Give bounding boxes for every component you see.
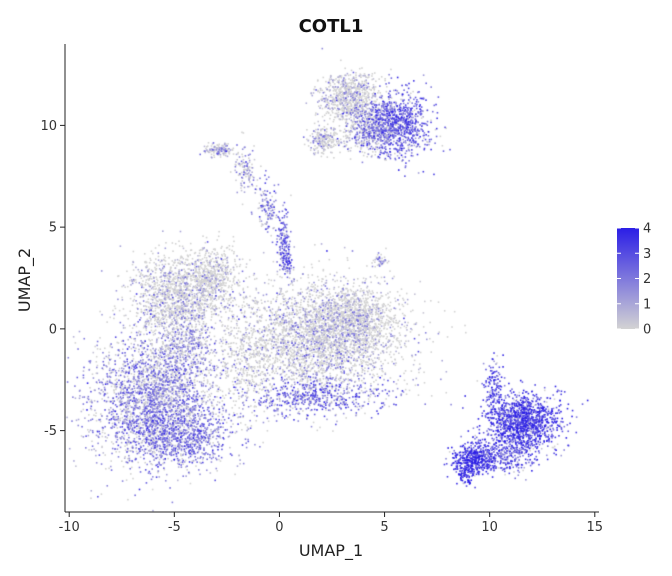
colorbar-tick-label: 0 bbox=[643, 323, 651, 338]
y-tick-label: 10 bbox=[40, 119, 57, 134]
colorbar-tick-label: 4 bbox=[643, 222, 651, 237]
y-axis-title: UMAP_2 bbox=[15, 248, 35, 312]
colorbar-gradient bbox=[617, 228, 639, 329]
x-tick-label: -10 bbox=[59, 520, 80, 535]
scatter-points bbox=[65, 44, 599, 512]
colorbar-tick-label: 3 bbox=[643, 247, 651, 262]
scatter-canvas-container bbox=[65, 44, 599, 512]
colorbar-tick-label: 1 bbox=[643, 297, 651, 312]
y-tick-label: 0 bbox=[49, 322, 57, 337]
x-tick-label: 0 bbox=[275, 520, 283, 535]
x-tick-label: 15 bbox=[587, 520, 604, 535]
x-tick-label: -5 bbox=[168, 520, 181, 535]
x-axis-ticks: -10 -5 0 5 10 15 bbox=[59, 512, 603, 535]
x-tick-label: 5 bbox=[380, 520, 388, 535]
y-tick-label: -5 bbox=[44, 424, 57, 439]
colorbar-ticks: 0 1 2 3 4 bbox=[617, 222, 651, 338]
scatter-canvas bbox=[65, 44, 599, 512]
x-axis-title: UMAP_1 bbox=[299, 541, 363, 561]
x-tick-label: 10 bbox=[481, 520, 498, 535]
colorbar-legend: 0 1 2 3 4 bbox=[617, 222, 651, 338]
colorbar-tick-label: 2 bbox=[643, 272, 651, 287]
y-axis-ticks: -5 0 5 10 bbox=[40, 119, 65, 439]
y-tick-label: 5 bbox=[49, 221, 57, 236]
chart-title: COTL1 bbox=[299, 16, 364, 37]
